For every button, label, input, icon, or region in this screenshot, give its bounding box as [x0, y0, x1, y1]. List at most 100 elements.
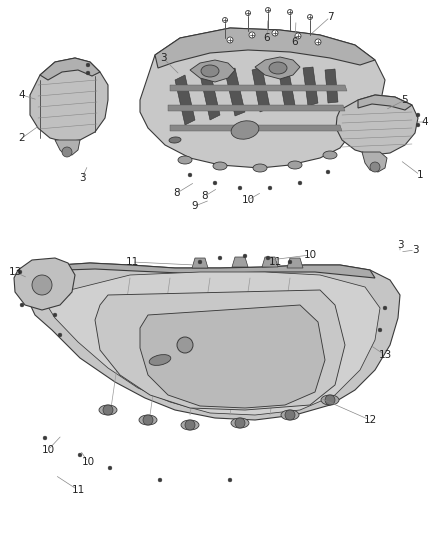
Polygon shape [362, 152, 387, 172]
Polygon shape [170, 85, 347, 91]
Text: 10: 10 [81, 457, 95, 467]
Polygon shape [278, 66, 295, 108]
Circle shape [243, 254, 247, 258]
Circle shape [198, 260, 202, 264]
Circle shape [223, 18, 227, 22]
Circle shape [158, 478, 162, 482]
Circle shape [370, 162, 380, 172]
Circle shape [285, 410, 295, 420]
Polygon shape [55, 140, 80, 155]
Circle shape [86, 71, 90, 75]
Text: 10: 10 [42, 445, 55, 455]
Text: 10: 10 [304, 250, 317, 260]
Circle shape [58, 333, 62, 337]
Circle shape [298, 181, 302, 185]
Polygon shape [175, 75, 195, 125]
Circle shape [287, 10, 293, 14]
Circle shape [32, 275, 52, 295]
Text: 7: 7 [327, 12, 333, 22]
Text: 3: 3 [160, 53, 166, 63]
Circle shape [188, 173, 192, 177]
Polygon shape [95, 290, 345, 410]
Text: 9: 9 [192, 201, 198, 211]
Circle shape [307, 14, 312, 20]
Circle shape [383, 306, 387, 310]
Text: 3: 3 [79, 173, 85, 183]
Ellipse shape [149, 354, 171, 366]
Ellipse shape [178, 156, 192, 164]
Polygon shape [140, 305, 325, 408]
Polygon shape [40, 58, 100, 80]
Text: 13: 13 [8, 267, 21, 277]
Circle shape [177, 337, 193, 353]
Ellipse shape [201, 65, 219, 77]
Circle shape [326, 170, 330, 174]
Text: 6: 6 [264, 33, 270, 43]
Ellipse shape [323, 151, 337, 159]
Circle shape [86, 63, 90, 67]
Circle shape [228, 478, 232, 482]
Text: 2: 2 [19, 133, 25, 143]
Circle shape [18, 270, 22, 274]
Polygon shape [358, 95, 412, 110]
Circle shape [325, 395, 335, 405]
Ellipse shape [139, 415, 157, 425]
Circle shape [20, 303, 24, 307]
Text: 11: 11 [268, 257, 282, 267]
Circle shape [416, 123, 420, 127]
Ellipse shape [321, 395, 339, 405]
Circle shape [108, 466, 112, 470]
Text: 1: 1 [417, 170, 423, 180]
Text: 10: 10 [241, 195, 254, 205]
Circle shape [268, 186, 272, 190]
Polygon shape [287, 258, 303, 268]
Polygon shape [252, 67, 270, 112]
Circle shape [288, 260, 292, 264]
Circle shape [378, 328, 382, 332]
Ellipse shape [288, 161, 302, 169]
Circle shape [213, 181, 217, 185]
Ellipse shape [231, 121, 259, 139]
Circle shape [295, 33, 301, 39]
Circle shape [238, 186, 242, 190]
Text: 5: 5 [402, 95, 408, 105]
Circle shape [143, 415, 153, 425]
Circle shape [185, 420, 195, 430]
Polygon shape [200, 70, 220, 120]
Circle shape [53, 313, 57, 317]
Ellipse shape [269, 62, 287, 74]
Polygon shape [155, 28, 375, 68]
Text: 6: 6 [292, 37, 298, 47]
Circle shape [235, 418, 245, 428]
Circle shape [416, 113, 420, 117]
Text: 8: 8 [201, 191, 208, 201]
Polygon shape [168, 105, 345, 111]
Circle shape [103, 405, 113, 415]
Text: 4: 4 [422, 117, 428, 127]
Text: 3: 3 [412, 245, 418, 255]
Ellipse shape [169, 137, 181, 143]
Polygon shape [28, 263, 400, 420]
Circle shape [227, 37, 233, 43]
Polygon shape [40, 263, 375, 278]
Circle shape [266, 256, 270, 260]
Ellipse shape [253, 164, 267, 172]
Polygon shape [225, 68, 245, 116]
Circle shape [78, 453, 82, 457]
Polygon shape [14, 258, 75, 310]
Polygon shape [232, 257, 248, 267]
Text: 8: 8 [174, 188, 180, 198]
Circle shape [43, 436, 47, 440]
Ellipse shape [281, 410, 299, 420]
Polygon shape [190, 60, 235, 82]
Polygon shape [45, 272, 380, 415]
Ellipse shape [213, 162, 227, 170]
Polygon shape [140, 28, 385, 168]
Polygon shape [336, 95, 418, 155]
Circle shape [246, 11, 251, 15]
Polygon shape [192, 258, 208, 268]
Circle shape [265, 7, 271, 12]
Text: 11: 11 [125, 257, 138, 267]
Text: 4: 4 [19, 90, 25, 100]
Polygon shape [255, 57, 300, 79]
